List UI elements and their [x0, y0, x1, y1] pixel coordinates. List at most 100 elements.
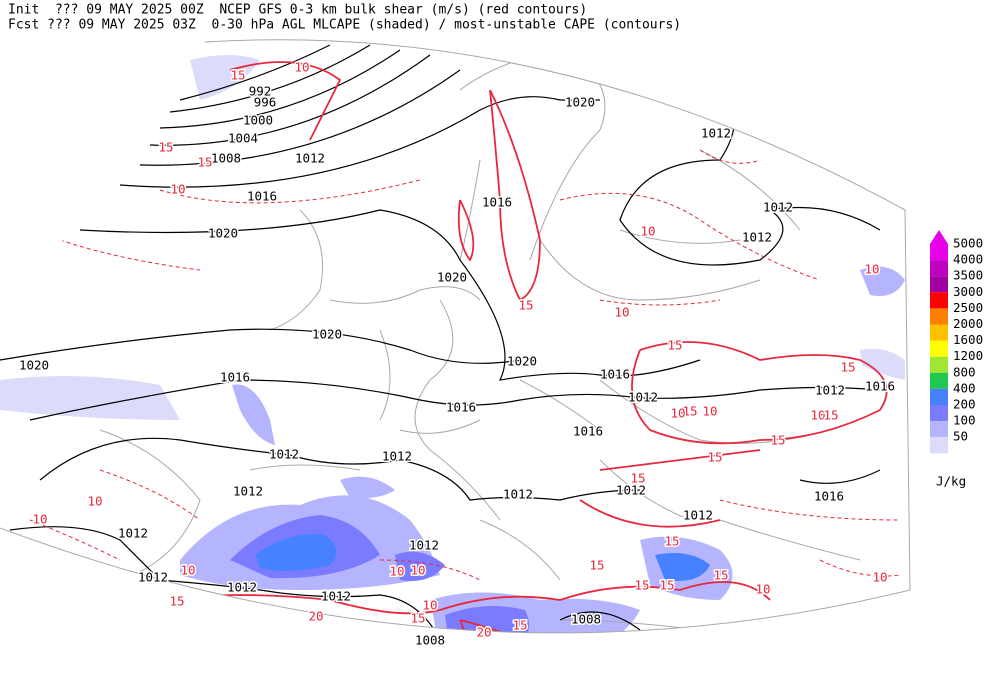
- isobar-label: 1012: [503, 487, 533, 502]
- shear-label: 15: [659, 578, 674, 593]
- shear-label: 10: [702, 404, 717, 419]
- isobar-label: 1012: [233, 484, 263, 499]
- isobar-label: 1000: [243, 113, 273, 128]
- shear-label: 10: [422, 598, 437, 613]
- legend-label: 200: [953, 397, 976, 412]
- shear-label: 15: [682, 404, 697, 419]
- isobar-label: 1016: [482, 195, 512, 210]
- shear-label: 10: [864, 262, 879, 277]
- map-area: [0, 44, 905, 633]
- shear-label: 10: [872, 570, 887, 585]
- shear-label: 15: [713, 568, 728, 583]
- isobar-label: 1016: [247, 189, 277, 204]
- isobar-label: 1012: [742, 230, 772, 245]
- isobar-label: 1012: [763, 200, 793, 215]
- shear-label: 10: [294, 60, 309, 75]
- shear-label: 15: [197, 155, 212, 170]
- isobar-label: 1020: [565, 95, 595, 110]
- isobar-label: 1020: [437, 270, 467, 285]
- isobar-label: 992: [249, 84, 272, 99]
- isobar-label: 1020: [19, 358, 49, 373]
- legend-swatch: [930, 437, 948, 454]
- isobar-label: 1012: [683, 508, 713, 523]
- shear-label: 15: [667, 338, 682, 353]
- legend-label: 50: [953, 429, 968, 444]
- isobar-label: 1008: [211, 151, 241, 166]
- shear-label: 15: [158, 140, 173, 155]
- legend-label: 2500: [953, 300, 983, 315]
- legend-label: 5000: [953, 236, 983, 251]
- isobar-label: 1012: [628, 390, 658, 405]
- isobar-label: 1012: [382, 449, 412, 464]
- shear-label: 10: [614, 305, 629, 320]
- legend-label: 3000: [953, 284, 983, 299]
- legend-swatch: [930, 388, 948, 405]
- cape-shading: [0, 55, 905, 633]
- legend-swatch: [930, 356, 948, 373]
- legend-swatch: [930, 276, 948, 293]
- header-line: Init ??? 09 MAY 2025 00Z NCEP GFS 0-3 km…: [8, 3, 587, 18]
- isobar-label: 1020: [312, 327, 342, 342]
- shear-label: 15: [664, 534, 679, 549]
- isobar-label: 1008: [415, 633, 445, 648]
- shear-label: 15: [589, 558, 604, 573]
- isobar-label: 1012: [616, 483, 646, 498]
- legend-swatch: [930, 324, 948, 341]
- shear-label: 10: [180, 563, 195, 578]
- isobar-label: 1016: [446, 400, 476, 415]
- shear-label: 10: [810, 408, 825, 423]
- legend-label: 1200: [953, 348, 983, 363]
- legend-label: 100: [953, 413, 976, 428]
- isobar-label: 1016: [600, 367, 630, 382]
- isobar-label: 996: [254, 95, 277, 110]
- shear-label: 15: [230, 68, 245, 83]
- coastlines: [99, 49, 861, 631]
- shear-label: 10: [389, 564, 404, 579]
- legend-label: 4000: [953, 252, 983, 267]
- legend-unit: J/kg: [936, 474, 966, 489]
- domain-border: [0, 39, 911, 634]
- legend-swatch: [930, 372, 948, 389]
- legend-swatch: [930, 308, 948, 325]
- shear-label: 10: [410, 563, 425, 578]
- shear-label: 15: [410, 611, 425, 626]
- legend-label: 3500: [953, 268, 983, 283]
- header-line: Fcst ??? 09 MAY 2025 03Z 0-30 hPa AGL ML…: [8, 18, 681, 33]
- isobar-label: 1004: [228, 131, 258, 146]
- legend-label: 1600: [953, 332, 983, 347]
- legend-swatch: [930, 260, 948, 277]
- legend-swatch: [930, 244, 948, 261]
- isobar-label: 1012: [321, 589, 351, 604]
- shear-label: 15: [512, 618, 527, 633]
- shear-label: 15: [518, 298, 533, 313]
- shear-contours: [29, 61, 901, 633]
- shear-label: 15: [823, 408, 838, 423]
- shear-label: 15: [707, 450, 722, 465]
- shear-label: 10: [87, 494, 102, 509]
- shear-label: 20: [308, 609, 323, 624]
- isobar-label: 1016: [573, 424, 603, 439]
- isobar-label: 1012: [701, 126, 731, 141]
- isobar-label: 1012: [227, 580, 257, 595]
- legend-arrow: [930, 230, 948, 244]
- legend-label: 800: [953, 364, 976, 379]
- shear-label: 10: [640, 224, 655, 239]
- isobar-label: 1012: [269, 447, 299, 462]
- legend-swatch: [930, 340, 948, 357]
- shear-label: 15: [634, 578, 649, 593]
- shear-label: 10: [170, 182, 185, 197]
- shear-label: 15: [169, 594, 184, 609]
- isobar-label: 1016: [220, 370, 250, 385]
- isobar-label: 1012: [409, 538, 439, 553]
- isobar-label: 1008: [571, 612, 601, 627]
- isobar-label: 1012: [118, 526, 148, 541]
- isobar-label: 1020: [507, 354, 537, 369]
- isobar-label: 1012: [138, 570, 168, 585]
- legend-swatch: [930, 421, 948, 438]
- legend-label: 2000: [953, 316, 983, 331]
- isobar-label: 1020: [208, 226, 238, 241]
- isobar-label: 1016: [865, 379, 895, 394]
